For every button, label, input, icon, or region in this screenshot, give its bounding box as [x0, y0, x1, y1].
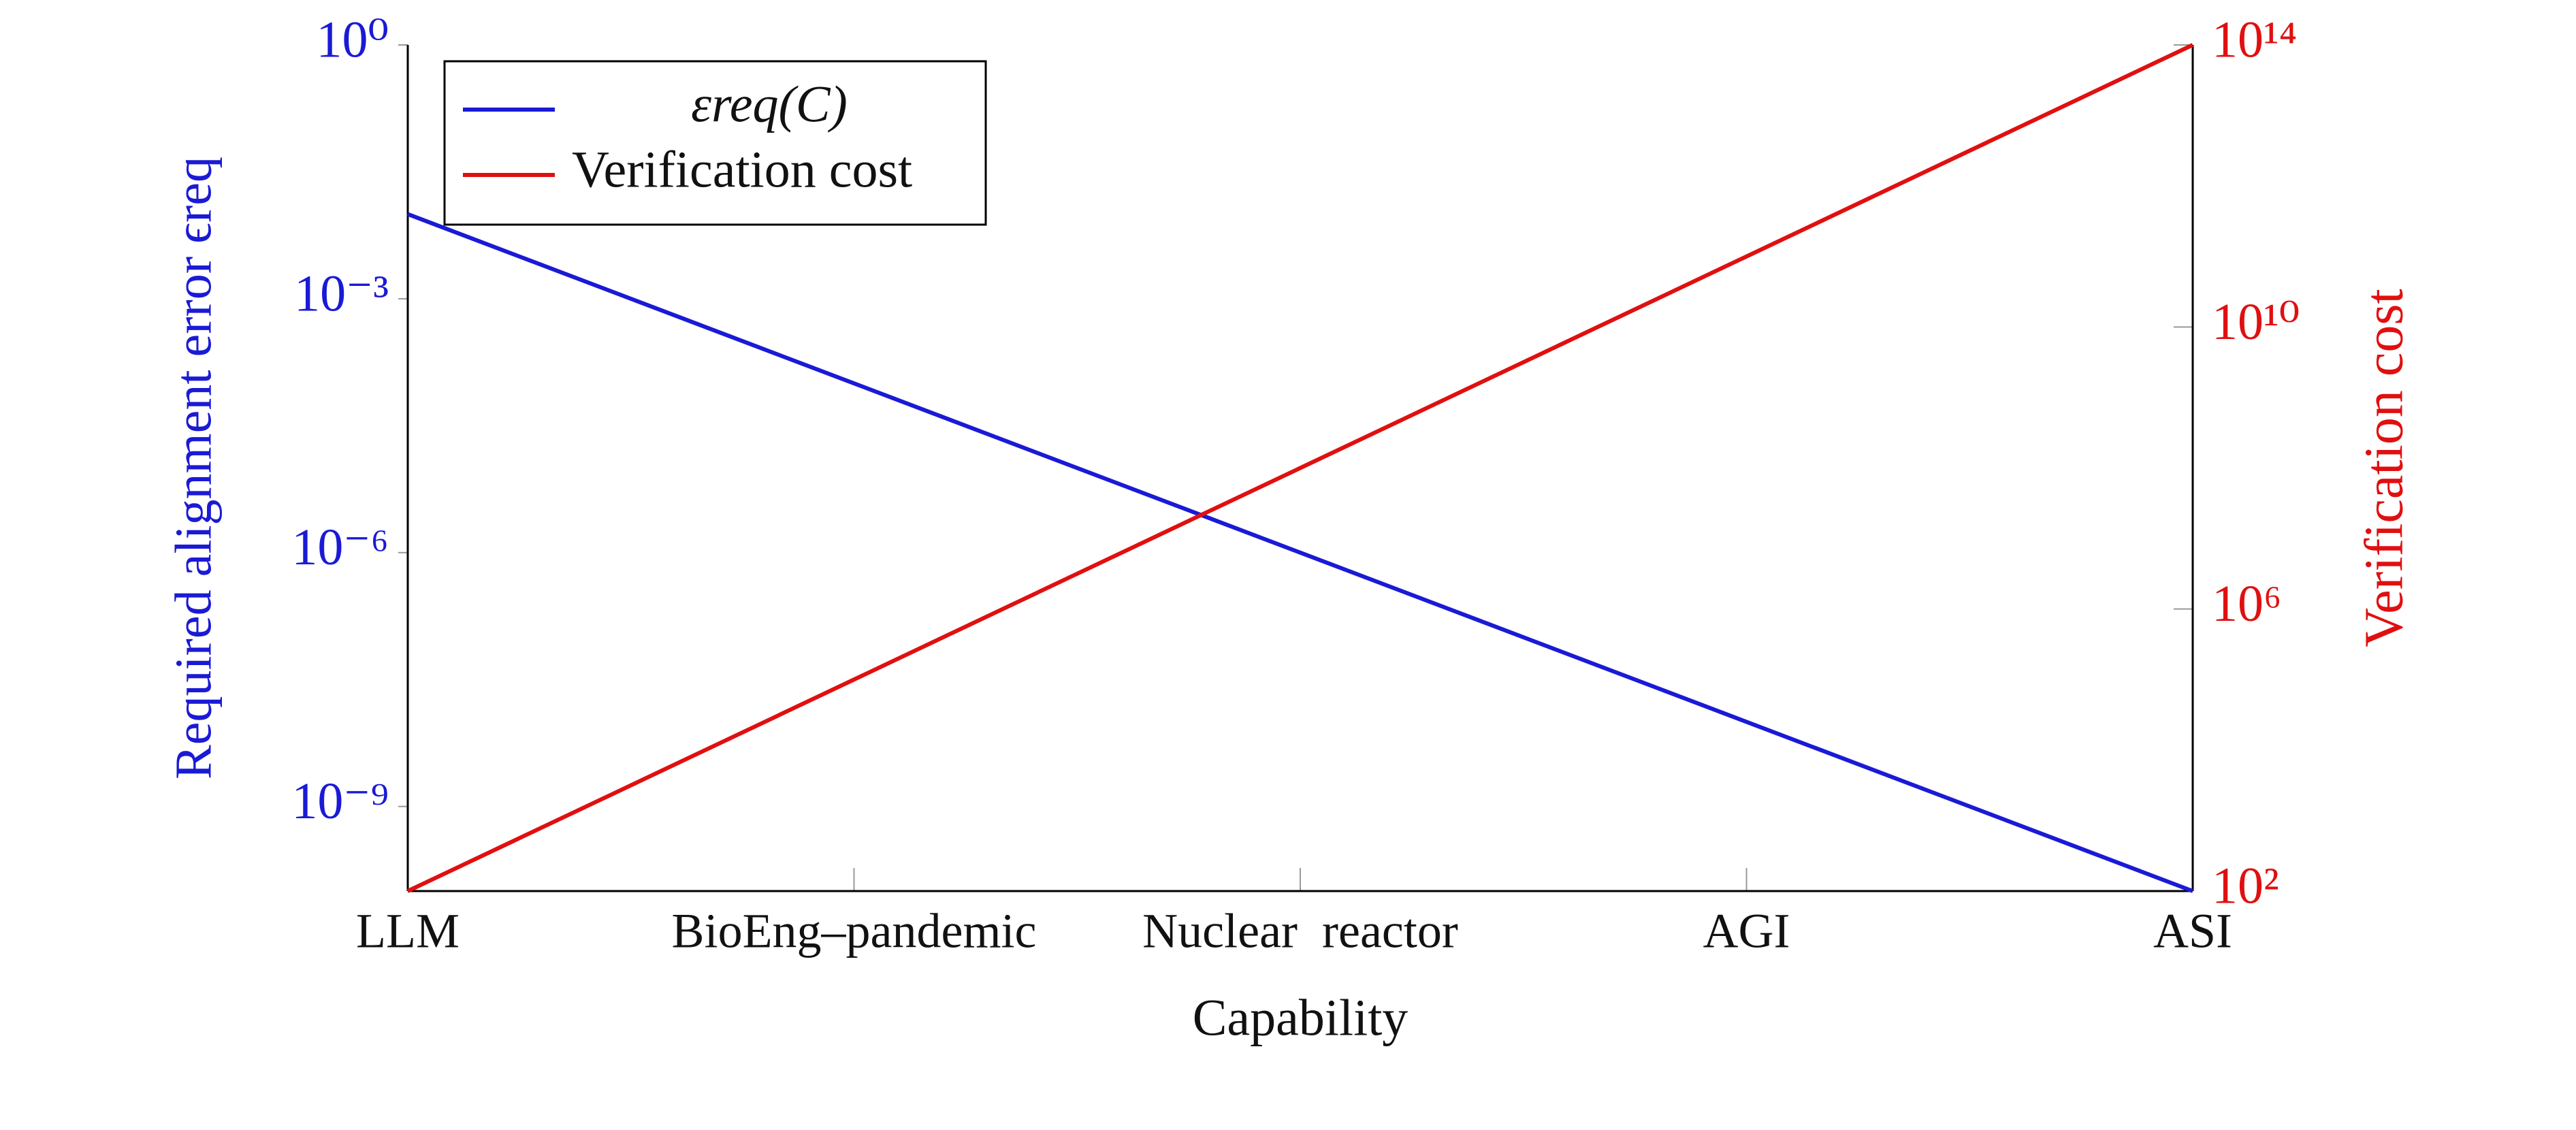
x-tick-label: AGI [1703, 904, 1790, 958]
y-tick-label: 10⁻⁹ [291, 773, 389, 830]
series-line [406, 43, 2194, 893]
y2-tick-label: 10² [2212, 857, 2279, 914]
y-tick-label: 10⁻⁶ [291, 519, 389, 576]
x-tick-label: LLM [356, 904, 460, 958]
x-axis-label: Capability [1193, 989, 1408, 1046]
y2-tick-label: 10⁶ [2212, 575, 2282, 632]
y2-tick-label: 10¹⁰ [2212, 293, 2300, 351]
y2-axis-label: Verification cost [2354, 289, 2414, 647]
y2-tick-label: 10¹⁴ [2212, 11, 2297, 68]
legend-label: Verification cost [572, 141, 912, 198]
x-tick-label: Nuclear reactor [1142, 904, 1458, 958]
y-axis-label: Required alignment error ϵreq [165, 157, 222, 779]
y-tick-label: 10⁰ [317, 11, 389, 68]
legend-box [443, 60, 987, 226]
legend-label: εreq(C) [691, 76, 848, 133]
x-tick-label: ASI [2153, 904, 2232, 958]
y-tick-label: 10⁻³ [294, 265, 389, 322]
series-line [406, 212, 2194, 893]
x-tick-label: BioEng–pandemic [672, 904, 1037, 958]
